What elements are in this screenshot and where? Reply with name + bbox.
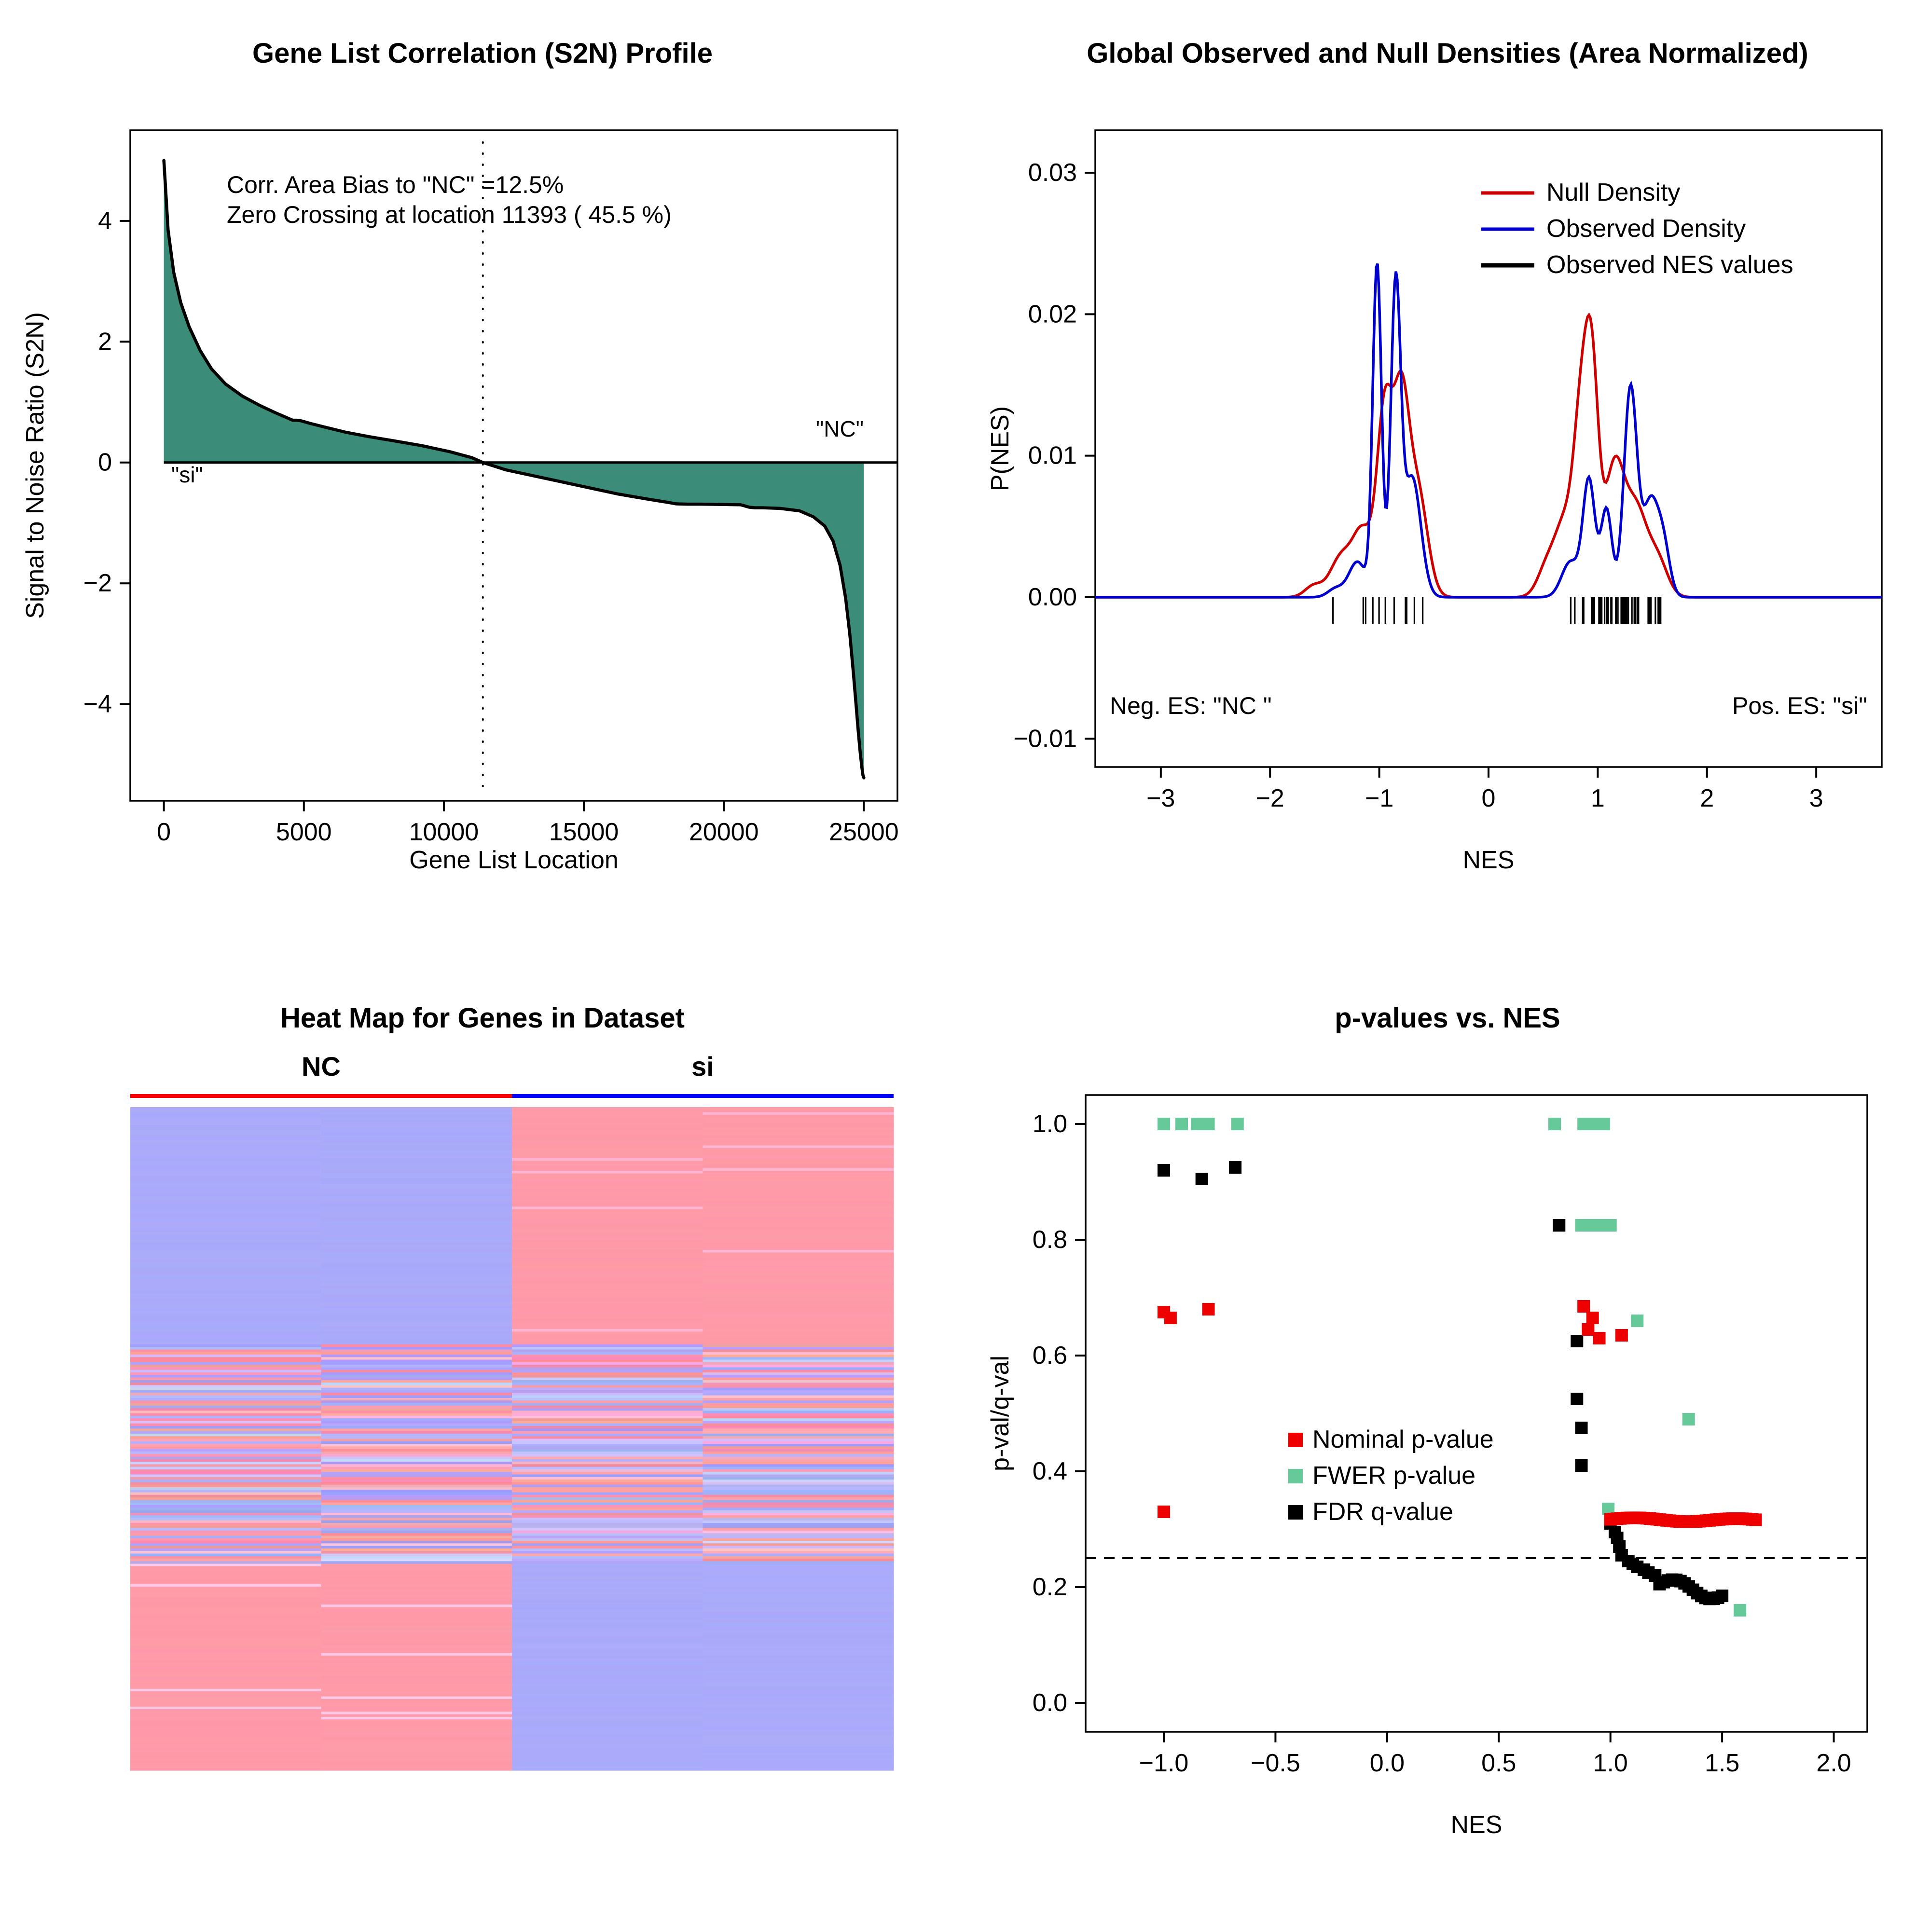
svg-text:Gene List Correlation (S2N) Pr: Gene List Correlation (S2N) Profile [252,38,713,69]
svg-text:Corr. Area Bias to "NC" =12.5%: Corr. Area Bias to "NC" =12.5% [227,171,564,198]
svg-text:−0.5: −0.5 [1251,1749,1300,1777]
svg-text:Pos. ES: "si": Pos. ES: "si" [1732,692,1867,719]
svg-text:−4: −4 [83,690,112,718]
svg-text:0.5: 0.5 [1481,1749,1516,1777]
svg-text:0: 0 [98,449,112,477]
svg-text:"NC": "NC" [816,416,864,441]
svg-text:−3: −3 [1146,784,1175,812]
svg-text:2: 2 [98,328,112,356]
svg-text:0.6: 0.6 [1033,1342,1067,1370]
svg-text:−2: −2 [83,569,112,597]
svg-text:4: 4 [98,207,112,235]
svg-text:−0.01: −0.01 [1013,725,1077,753]
svg-text:Global Observed and Null Densi: Global Observed and Null Densities (Area… [1087,38,1808,69]
svg-text:10000: 10000 [409,818,479,846]
svg-text:FWER p-value: FWER p-value [1312,1462,1475,1490]
svg-text:0.0: 0.0 [1033,1689,1067,1717]
svg-text:si: si [691,1051,714,1082]
svg-text:Gene List Location: Gene List Location [409,846,619,874]
svg-text:Signal to Noise Ratio (S2N): Signal to Noise Ratio (S2N) [21,312,49,619]
svg-text:0: 0 [157,818,171,846]
svg-text:NC: NC [302,1051,341,1082]
svg-text:NES: NES [1451,1811,1503,1839]
svg-text:Nominal p-value: Nominal p-value [1312,1425,1494,1453]
svg-text:Observed NES values: Observed NES values [1546,251,1793,279]
svg-text:0.01: 0.01 [1028,442,1077,470]
svg-text:2.0: 2.0 [1816,1749,1851,1777]
svg-text:0: 0 [1482,784,1496,812]
svg-text:25000: 25000 [829,818,899,846]
svg-text:FDR q-value: FDR q-value [1312,1498,1453,1526]
svg-text:2: 2 [1700,784,1714,812]
svg-text:0.03: 0.03 [1028,159,1077,187]
svg-text:Zero Crossing at location 113: Zero Crossing at location 11393 ( 45.5 %… [227,201,672,228]
svg-text:0.8: 0.8 [1033,1226,1067,1254]
svg-text:20000: 20000 [689,818,759,846]
svg-text:1: 1 [1591,784,1605,812]
svg-text:5000: 5000 [276,818,332,846]
svg-text:1.0: 1.0 [1033,1110,1067,1138]
svg-text:1.0: 1.0 [1593,1749,1628,1777]
svg-text:Observed Density: Observed Density [1546,215,1746,243]
svg-text:1.5: 1.5 [1705,1749,1739,1777]
svg-text:0.2: 0.2 [1033,1573,1067,1601]
svg-text:Neg. ES: "NC ": Neg. ES: "NC " [1110,692,1272,719]
svg-text:−2: −2 [1256,784,1284,812]
svg-text:p-values vs. NES: p-values vs. NES [1335,1002,1560,1034]
svg-text:3: 3 [1809,784,1823,812]
svg-text:Null Density: Null Density [1546,178,1680,206]
svg-text:P(NES): P(NES) [986,406,1014,491]
svg-text:−1.0: −1.0 [1139,1749,1189,1777]
svg-text:p-val/q-val: p-val/q-val [986,1356,1014,1471]
svg-text:NES: NES [1463,846,1515,874]
svg-text:"si": "si" [171,462,203,487]
svg-text:−1: −1 [1365,784,1393,812]
svg-text:0.0: 0.0 [1370,1749,1405,1777]
svg-text:0.00: 0.00 [1028,583,1077,611]
svg-text:0.02: 0.02 [1028,300,1077,328]
svg-text:Heat Map for Genes in Dataset: Heat Map for Genes in Dataset [280,1002,685,1034]
svg-text:15000: 15000 [549,818,619,846]
svg-text:0.4: 0.4 [1033,1457,1067,1485]
